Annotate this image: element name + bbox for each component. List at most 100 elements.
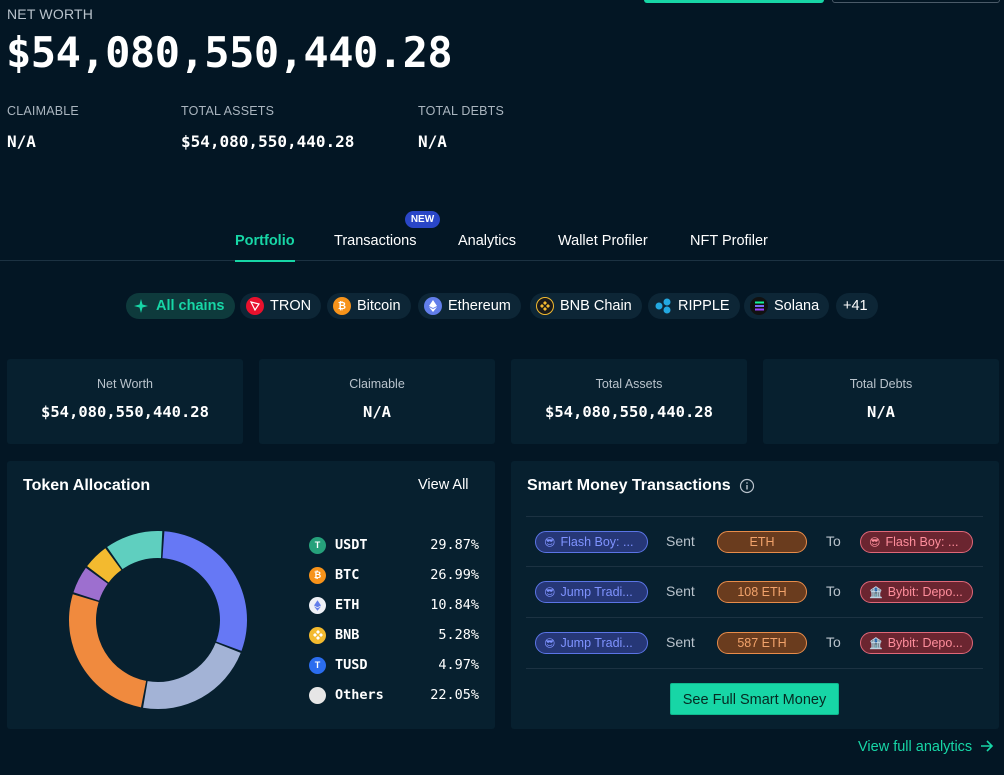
top-secondary-button[interactable]	[832, 0, 1000, 3]
stat-card-value: N/A	[867, 403, 895, 421]
view-all-link[interactable]: View All	[418, 477, 469, 493]
chain-chip-more-label: +41	[843, 298, 868, 314]
stat-card-total-debts: Total Debts N/A	[763, 359, 999, 444]
legend-symbol: BTC	[335, 567, 360, 583]
legend-symbol: BNB	[335, 627, 360, 643]
chain-chip-label: Bitcoin	[357, 298, 401, 314]
donut-slice-eth	[107, 531, 163, 570]
total-assets-value: $54,080,550,440.28	[181, 132, 355, 151]
chain-chip-ripple[interactable]: RIPPLE	[648, 293, 740, 319]
total-assets-stat: TOTAL ASSETS $54,080,550,440.28	[181, 104, 354, 151]
see-full-smart-money-button[interactable]: See Full Smart Money	[670, 683, 839, 715]
chain-chip-more[interactable]: +41	[836, 293, 878, 319]
tab-wallet-profiler[interactable]: Wallet Profiler	[558, 233, 648, 249]
bnb-chain-icon	[536, 297, 554, 315]
arrow-right-icon	[976, 739, 994, 755]
smart-money-title: Smart Money Transactions	[527, 477, 731, 494]
donut-slice-bnb	[73, 567, 108, 601]
token-allocation-donut	[69, 531, 247, 709]
tab-nft-profiler[interactable]: NFT Profiler	[690, 233, 768, 249]
total-debts-value: N/A	[418, 132, 447, 151]
stat-card-value: $54,080,550,440.28	[41, 403, 209, 421]
from-entity-pill[interactable]: 😎 Jump Tradi...	[535, 632, 648, 654]
view-full-analytics-label: View full analytics	[858, 739, 973, 755]
info-icon[interactable]	[739, 478, 755, 499]
smiley-icon: 😎	[869, 536, 881, 549]
claimable-stat: CLAIMABLE N/A	[7, 104, 79, 151]
action-label: Sent	[666, 634, 695, 650]
others-icon	[309, 686, 326, 704]
chain-chip-solana[interactable]: Solana	[744, 293, 830, 319]
from-entity-label: Flash Boy: ...	[560, 535, 634, 549]
chain-chip-label: TRON	[270, 298, 312, 314]
stat-card-label: Claimable	[349, 377, 405, 391]
smart-money-row: 😎 Flash Boy: ... Sent ETH To 😎 Flash Boy: …	[526, 516, 983, 567]
tab-transactions[interactable]: Transactions	[334, 233, 417, 249]
legend-percent: 29.87%	[430, 537, 479, 553]
chain-chip-tron[interactable]: TRON	[240, 293, 322, 319]
exchange-icon: 🏦	[869, 586, 883, 599]
new-badge: NEW	[405, 211, 440, 228]
smiley-icon: 😎	[544, 637, 556, 650]
tron-icon	[246, 297, 264, 315]
to-entity-label: Flash Boy: ...	[885, 535, 959, 549]
tab-bar: Portfolio Transactions Analytics Wallet …	[0, 226, 1004, 262]
total-assets-label: TOTAL ASSETS	[181, 104, 275, 118]
to-entity-pill[interactable]: 🏦 Bybit: Depo...	[860, 581, 973, 603]
stat-card-value: N/A	[363, 403, 391, 421]
ripple-icon	[654, 297, 672, 315]
legend-item-others: Others 22.05%	[309, 685, 479, 705]
legend-percent: 22.05%	[430, 687, 479, 703]
amount-pill: 108 ETH	[717, 581, 807, 603]
from-entity-pill[interactable]: 😎 Jump Tradi...	[535, 581, 648, 603]
chain-chip-label: Ethereum	[448, 298, 511, 314]
donut-slice-usdt	[162, 531, 247, 651]
stat-card-value: $54,080,550,440.28	[545, 403, 713, 421]
chain-chip-label: Solana	[774, 298, 820, 314]
legend-item-eth: ETH 10.84%	[309, 595, 479, 615]
claimable-label: CLAIMABLE	[7, 104, 79, 118]
legend-item-bnb: BNB 5.28%	[309, 625, 479, 645]
claimable-value: N/A	[7, 132, 36, 151]
total-debts-stat: TOTAL DEBTS N/A	[418, 104, 504, 151]
stat-card-net-worth: Net Worth $54,080,550,440.28	[7, 359, 243, 444]
chain-chip-bitcoin[interactable]: ₿ Bitcoin	[327, 293, 411, 319]
smart-money-row: 😎 Jump Tradi... Sent 587 ETH To 🏦 Bybit: D…	[526, 618, 983, 669]
legend-symbol: ETH	[335, 597, 360, 613]
top-action-button[interactable]	[644, 0, 824, 3]
bitcoin-icon: ₿	[333, 297, 351, 315]
solana-icon	[750, 297, 768, 315]
net-worth-value: $54,080,550,440.28	[6, 28, 453, 77]
chain-chip-all[interactable]: All chains	[126, 293, 235, 319]
chain-chip-ethereum[interactable]: Ethereum	[418, 293, 521, 319]
tab-portfolio[interactable]: Portfolio	[235, 233, 295, 262]
legend-percent: 26.99%	[430, 567, 479, 583]
from-entity-pill[interactable]: 😎 Flash Boy: ...	[535, 531, 648, 553]
from-entity-label: Jump Tradi...	[560, 636, 633, 650]
to-label: To	[826, 583, 841, 599]
tab-analytics[interactable]: Analytics	[458, 233, 517, 249]
all-chains-icon	[132, 297, 150, 315]
stat-card-claimable: Claimable N/A	[259, 359, 495, 444]
donut-slice-tusd	[87, 548, 122, 583]
from-entity-label: Jump Tradi...	[560, 585, 633, 599]
donut-slice-others	[143, 642, 241, 709]
to-entity-label: Bybit: Depo...	[887, 636, 963, 650]
eth-icon	[309, 596, 326, 614]
view-full-analytics-link[interactable]: View full analytics	[858, 739, 994, 755]
to-label: To	[826, 533, 841, 549]
donut-slice-btc	[69, 594, 147, 708]
legend-percent: 10.84%	[430, 597, 479, 613]
tusd-icon: T	[309, 656, 326, 674]
legend-symbol: TUSD	[335, 657, 368, 673]
to-entity-pill[interactable]: 😎 Flash Boy: ...	[860, 531, 973, 553]
chain-chip-label: RIPPLE	[678, 298, 730, 314]
stat-card-total-assets: Total Assets $54,080,550,440.28	[511, 359, 747, 444]
to-entity-pill[interactable]: 🏦 Bybit: Depo...	[860, 632, 973, 654]
token-allocation-title: Token Allocation	[23, 477, 151, 494]
exchange-icon: 🏦	[869, 637, 883, 650]
chain-chip-bnb[interactable]: BNB Chain	[530, 293, 642, 319]
legend-item-tusd: T TUSD 4.97%	[309, 655, 479, 675]
smiley-icon: 😎	[544, 536, 556, 549]
chain-chip-label: BNB Chain	[560, 298, 632, 314]
